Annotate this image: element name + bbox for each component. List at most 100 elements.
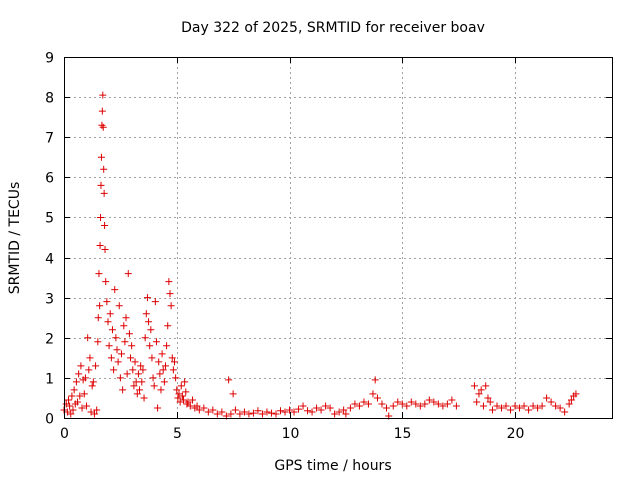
data-point	[145, 318, 153, 326]
data-point	[173, 386, 181, 394]
data-point	[434, 400, 442, 408]
plot-frame	[64, 57, 613, 419]
data-point	[448, 396, 456, 404]
data-point	[146, 342, 154, 350]
data-point	[99, 91, 107, 99]
data-point	[169, 366, 177, 374]
data-point	[308, 408, 316, 416]
data-point	[335, 408, 343, 416]
data-point	[137, 362, 145, 370]
x-tick-label: 5	[173, 426, 182, 442]
data-point	[105, 342, 113, 350]
data-point	[236, 410, 244, 418]
data-point	[113, 346, 121, 354]
data-point	[93, 406, 101, 414]
data-point	[484, 394, 492, 402]
y-tick-label: 9	[45, 51, 54, 67]
data-point	[389, 402, 397, 410]
data-point	[111, 286, 119, 294]
data-point	[360, 398, 368, 406]
data-point	[493, 402, 501, 410]
data-point	[520, 402, 528, 410]
data-point	[231, 406, 239, 414]
data-point	[66, 402, 74, 410]
data-point	[108, 326, 116, 334]
data-point	[151, 298, 159, 306]
data-point	[119, 386, 127, 394]
data-point	[502, 402, 510, 410]
data-point	[72, 378, 80, 386]
data-point	[138, 378, 146, 386]
data-point	[416, 402, 424, 410]
data-point	[67, 410, 75, 418]
data-points	[60, 91, 580, 420]
data-point	[529, 402, 537, 410]
y-tick-label: 3	[45, 292, 54, 308]
data-point	[130, 382, 138, 390]
data-point	[96, 302, 104, 310]
data-point	[160, 378, 168, 386]
y-tick-label: 2	[45, 332, 54, 348]
data-point	[245, 410, 253, 418]
data-point	[525, 406, 533, 414]
data-point	[118, 350, 126, 358]
data-point	[143, 294, 151, 302]
data-point	[124, 270, 132, 278]
data-point	[497, 404, 505, 412]
data-point	[133, 390, 141, 398]
data-point	[110, 366, 118, 374]
data-point	[97, 153, 105, 161]
data-point	[142, 310, 150, 318]
y-tick-label: 5	[45, 211, 54, 227]
data-point	[209, 406, 217, 414]
data-point	[299, 402, 307, 410]
x-tick-label: 15	[394, 426, 412, 442]
data-point	[164, 322, 172, 330]
data-point	[122, 314, 130, 322]
data-point	[355, 402, 363, 410]
data-point	[204, 408, 212, 416]
data-point	[346, 404, 354, 412]
data-point	[331, 410, 339, 418]
data-point	[470, 382, 478, 390]
data-point	[165, 278, 173, 286]
data-point	[229, 390, 237, 398]
data-point	[184, 398, 192, 406]
data-point	[430, 398, 438, 406]
axis-ticks: 0 5 10 15 20 0 1 2 3 4 5 6 7 8 9	[45, 51, 612, 442]
data-point	[90, 410, 98, 418]
data-point	[116, 374, 124, 382]
data-point	[421, 400, 429, 408]
data-point	[150, 382, 158, 390]
data-point	[317, 406, 325, 414]
data-point	[225, 376, 233, 384]
data-point	[139, 366, 147, 374]
data-point	[154, 404, 162, 412]
data-point	[516, 404, 524, 412]
data-point	[382, 404, 390, 412]
data-point	[479, 402, 487, 410]
data-point	[168, 354, 176, 362]
data-point	[547, 398, 555, 406]
data-point	[101, 246, 109, 254]
data-point	[81, 374, 89, 382]
data-point	[104, 318, 112, 326]
data-point	[398, 400, 406, 408]
data-point	[556, 404, 564, 412]
data-point	[157, 386, 165, 394]
data-point	[364, 400, 372, 408]
data-point	[295, 405, 303, 413]
data-point	[65, 396, 73, 404]
x-tick-label: 0	[60, 426, 69, 442]
data-point	[172, 374, 180, 382]
data-point	[99, 123, 107, 131]
y-axis-label: SRMTID / TECUs	[7, 182, 23, 295]
data-point	[68, 392, 76, 400]
data-point	[77, 362, 85, 370]
data-point	[114, 358, 122, 366]
data-point	[552, 402, 560, 410]
data-point	[136, 386, 144, 394]
data-point	[156, 370, 164, 378]
data-point	[340, 406, 348, 414]
